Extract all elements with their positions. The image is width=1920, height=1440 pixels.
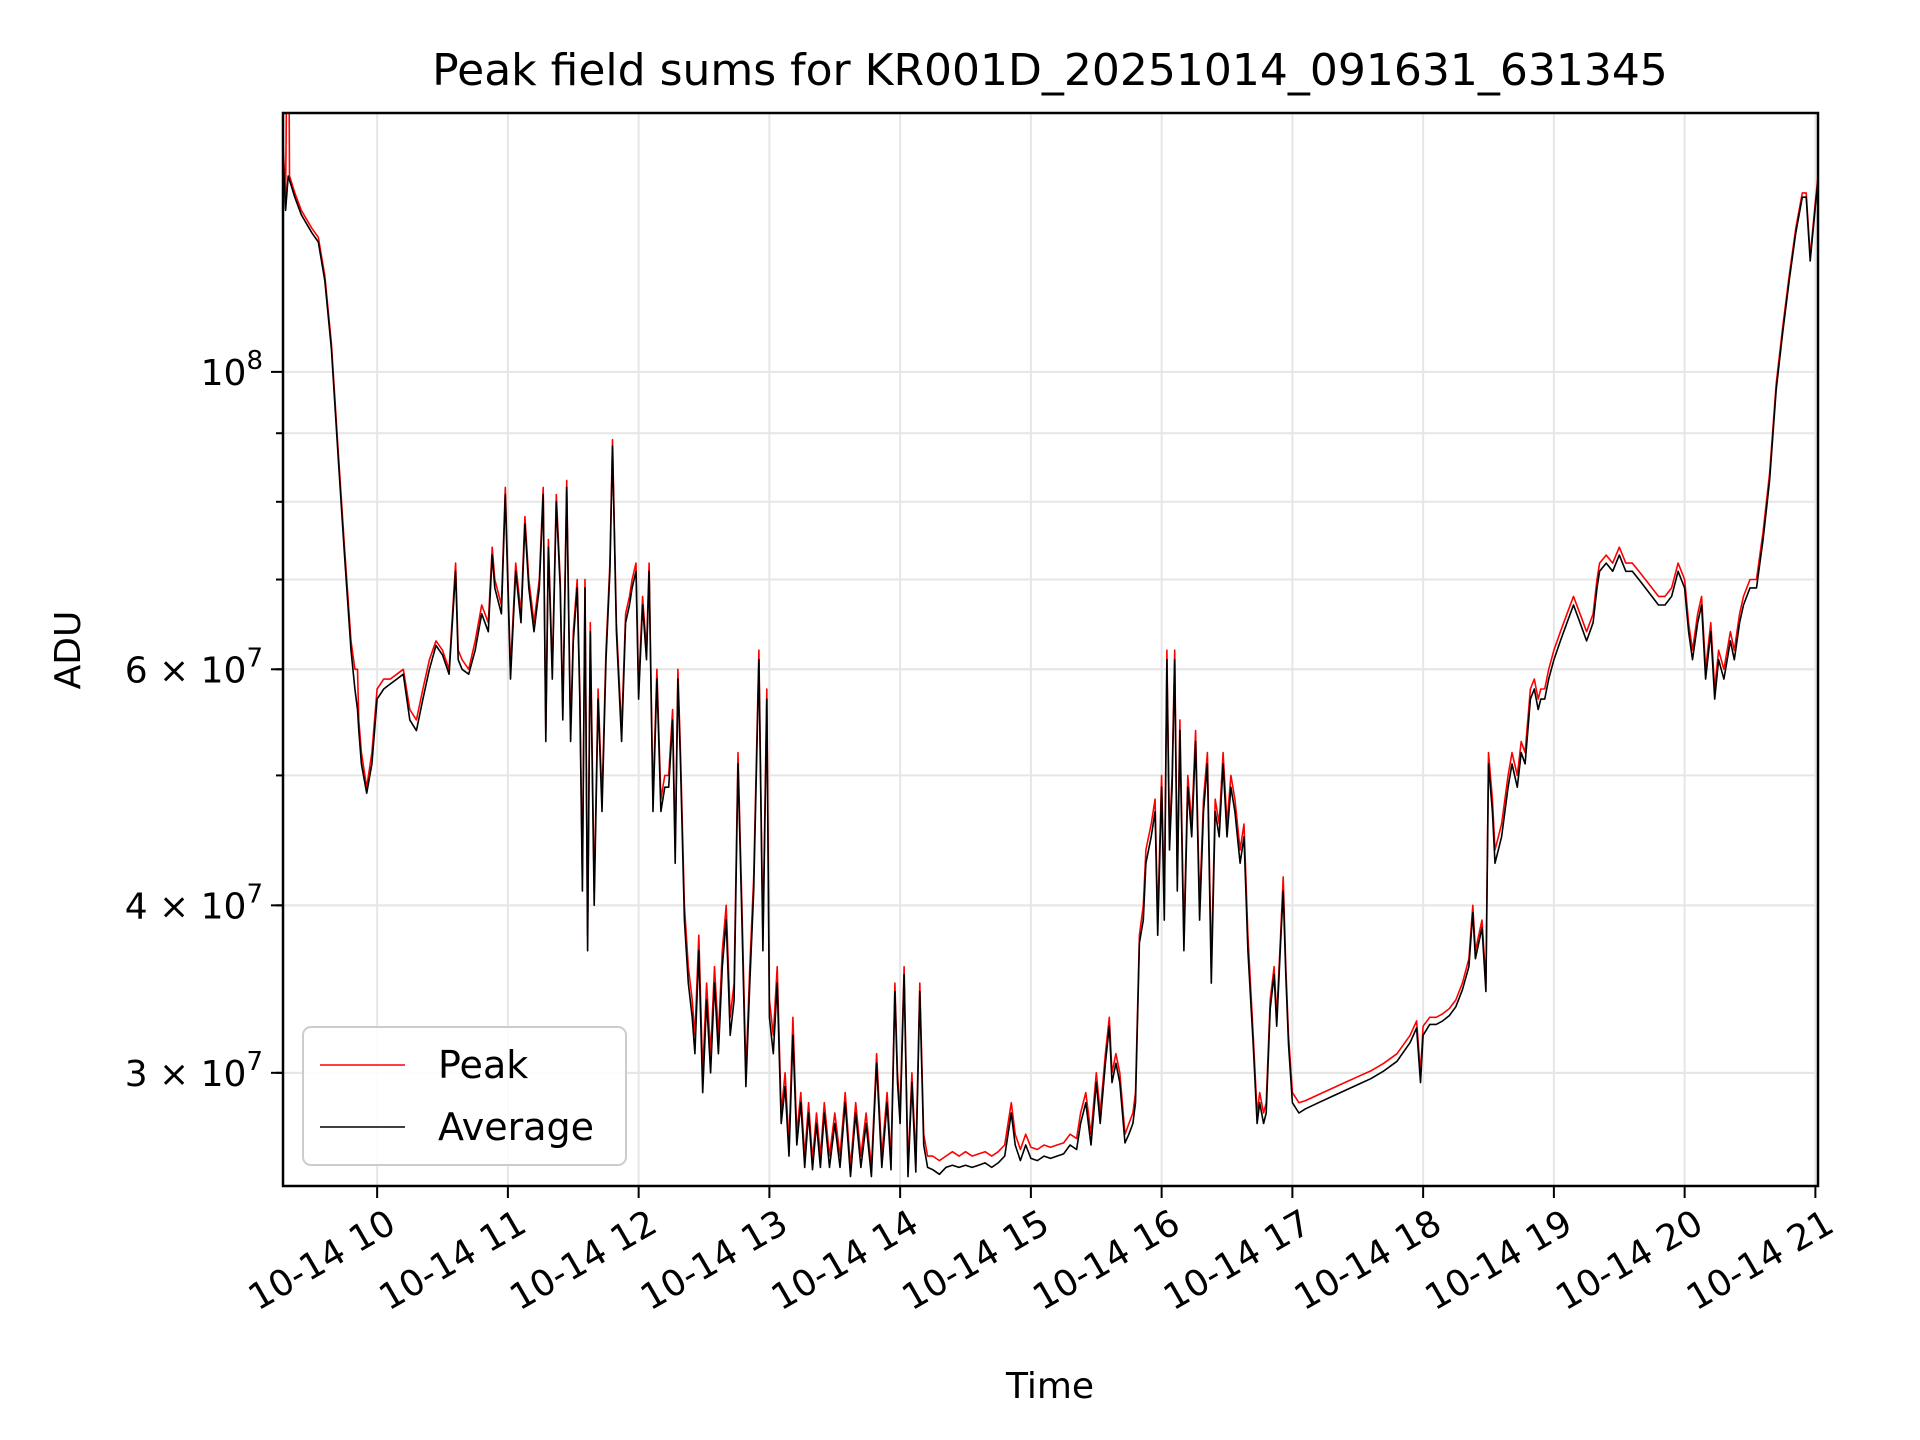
x-tick-label: 10-14 13 [634,1202,795,1318]
legend: Peak Average [302,1026,627,1166]
legend-label-average: Average [438,1105,594,1149]
x-tick-label: 10-14 16 [1026,1202,1187,1318]
series-line-average [283,155,1818,1178]
legend-box [302,1026,627,1166]
series-layer [283,113,1818,1178]
legend-label-peak: Peak [438,1043,528,1087]
x-tick-label: 10-14 17 [1157,1202,1318,1318]
x-tick-label: 10-14 12 [503,1202,664,1318]
x-tick-label: 10-14 10 [242,1202,403,1318]
x-tick-label: 10-14 21 [1680,1202,1841,1318]
y-tick-label: 6 × 107 [125,643,263,691]
series-line-peak [283,113,1818,1169]
y-axis-label: ADU [48,611,89,690]
plot-frame [281,111,1820,1188]
x-tick-label: 10-14 15 [896,1202,1057,1318]
x-tick-label: 10-14 19 [1419,1202,1580,1318]
y-axis: 108 6 × 107 4 × 107 3 × 107 [125,346,283,1095]
grid [283,113,1818,1186]
x-tick-label: 10-14 20 [1549,1202,1710,1318]
y-tick-label: 4 × 107 [125,879,263,927]
chart-title: Peak field sums for KR001D_20251014_0916… [432,45,1668,96]
x-tick-label: 10-14 18 [1288,1202,1449,1318]
y-tick-label: 3 × 107 [125,1047,263,1095]
x-axis-label: Time [1005,1366,1094,1407]
x-tick-label: 10-14 14 [765,1202,926,1318]
y-tick-label: 108 [201,346,263,394]
x-tick-label: 10-14 11 [373,1202,534,1318]
